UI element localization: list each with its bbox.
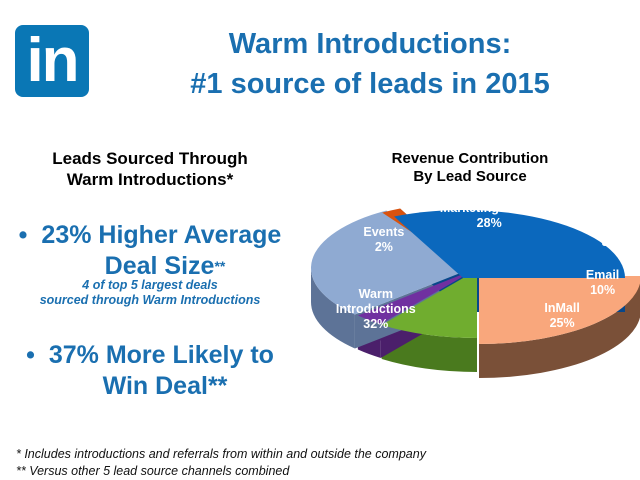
bullet-1a: 23% Higher Average (41, 221, 282, 249)
chart-title-1: Revenue Contribution (391, 150, 549, 167)
title-line-2: #1 source of leads in 2015 (190, 68, 550, 100)
left-heading-2: Warm Introductions* (66, 170, 234, 189)
bullet-2b: Win Deal** (102, 372, 228, 400)
slice-name: Email (585, 267, 620, 282)
footnote-1: * Includes introductions and referrals f… (16, 447, 426, 461)
slice-name: Warm (358, 286, 393, 301)
slice-value: 10% (590, 282, 616, 297)
title-line-1: Warm Introductions: (228, 28, 512, 60)
left-heading-1: Leads Sourced Through (52, 149, 248, 168)
logo-text: in (26, 26, 79, 95)
pie-side-inmall (479, 283, 640, 378)
slice-label: InMall 25% (544, 301, 579, 331)
slice-label: Events 2% (363, 225, 404, 255)
bullet-1-mark: ** (214, 258, 226, 274)
bullet-2a: 37% More Likely to (48, 341, 274, 369)
slice-value: 25% (549, 315, 575, 330)
slice-name: Events (363, 224, 405, 239)
bullet-dot: • (18, 221, 28, 249)
bullet-1b: Deal Size (104, 252, 215, 280)
pie-slice-call (357, 269, 476, 325)
pie-slice-marketing-leads (311, 210, 473, 315)
bullet-dot: • (26, 341, 35, 369)
footnote-2: ** Versus other 5 lead source channels c… (16, 464, 290, 478)
linkedin-logo: in (15, 25, 89, 97)
slice-value: 3% (601, 234, 620, 249)
bullet-win-deal: • 37% More Likely to Win Deal** (0, 340, 300, 402)
pie-slice-inmall (479, 276, 640, 344)
slice-value: 32% (363, 316, 389, 331)
slice-name: InMall (544, 300, 580, 315)
slice-value: 28% (476, 215, 502, 230)
pie-slice-warm-introductions (394, 209, 625, 278)
slice-label: Warm Introductions 32% (336, 287, 416, 332)
chart-title-2: By Lead Source (413, 168, 527, 185)
pie-slice-email (381, 270, 477, 338)
slice-name-line-2: Introductions (335, 301, 416, 316)
slice-value: 2% (374, 239, 393, 254)
slice-label: Marketing Leads 28% (440, 201, 539, 231)
note-1: 4 of top 5 largest deals (82, 278, 218, 292)
bullet-deal-size: • 23% Higher Average Deal Size** (0, 220, 300, 282)
slice-name: Call (599, 219, 623, 234)
slice-name: Marketing Leads (439, 200, 539, 215)
pie-side-marketing-leads (311, 268, 355, 349)
note-2: sourced through Warm Introductions (39, 293, 261, 307)
slice-label: Email 10% (586, 268, 619, 298)
slice-label: Call 3% (599, 220, 622, 250)
